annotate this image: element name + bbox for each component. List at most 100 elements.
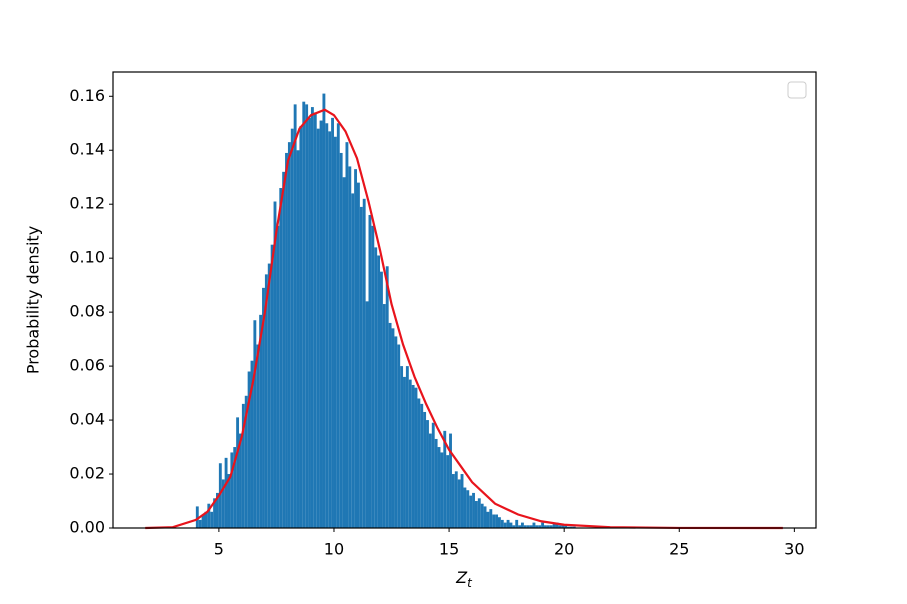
histogram-bar [500, 519, 504, 528]
histogram-bar [521, 522, 524, 528]
histogram-bar [446, 455, 450, 528]
histogram-bar [333, 136, 337, 529]
histogram-bar [526, 525, 530, 528]
histogram-bar [535, 525, 539, 528]
histogram-bar [431, 422, 435, 528]
histogram-bar [270, 244, 274, 528]
histogram-bar [541, 522, 545, 528]
histogram-bar [351, 193, 355, 529]
histogram-bar [204, 511, 208, 528]
histogram-bar [285, 152, 288, 528]
histogram-bar [569, 526, 573, 528]
x-axis-label: Zt [455, 568, 473, 590]
histogram-bar [529, 525, 533, 528]
histogram-bar [572, 526, 576, 528]
histogram-bar [371, 225, 375, 528]
histogram-bar [503, 522, 507, 528]
histogram-bar [339, 152, 343, 528]
x-label-subscript: t [467, 576, 473, 590]
y-tick-label: 0.06 [69, 356, 105, 375]
histogram-bar [299, 125, 303, 528]
histogram-bar [428, 433, 432, 528]
histogram-bar [423, 411, 427, 528]
histogram-bar [391, 328, 395, 528]
histogram-bar [348, 166, 352, 528]
histogram-bar [331, 117, 334, 529]
histogram-bar [216, 492, 219, 528]
histogram-bar [290, 128, 294, 528]
histogram-bar [342, 177, 346, 528]
histogram-bar [201, 514, 205, 528]
histogram-bar [345, 142, 349, 528]
histogram-bar [426, 420, 429, 528]
histogram-bar [224, 457, 228, 528]
histogram-bar [483, 506, 487, 528]
histogram-bar [230, 452, 234, 528]
histogram-bar [567, 526, 570, 528]
histogram-bar [414, 387, 418, 528]
histogram-bar [322, 93, 326, 528]
histogram-bar [244, 395, 248, 528]
histogram-bar [411, 384, 415, 528]
histogram-bar [305, 104, 309, 529]
histogram-bar [253, 320, 257, 528]
histogram-bar [394, 336, 398, 528]
histogram-bar [256, 344, 260, 528]
histogram-bar [198, 519, 202, 528]
histogram-bar [460, 474, 464, 528]
histogram-bar [296, 150, 300, 528]
histogram-bar [267, 263, 271, 528]
histogram-bar [443, 430, 447, 528]
histogram-bar [247, 371, 251, 528]
histogram-bar [336, 123, 340, 529]
histogram-bar [555, 522, 559, 528]
histogram-bar [561, 525, 565, 528]
x-tick-label: 25 [669, 540, 689, 559]
histogram-bar [279, 188, 283, 528]
histogram-bar [377, 255, 381, 528]
histogram-bar [518, 525, 522, 528]
y-tick-label: 0.16 [69, 86, 105, 105]
histogram-bar [408, 379, 412, 528]
histogram-bar [469, 495, 473, 528]
histogram-bar [546, 525, 550, 528]
histogram-bar [388, 322, 392, 528]
histogram-bar [532, 522, 536, 528]
histogram-bar [282, 171, 286, 528]
histogram-bar [405, 366, 409, 528]
histogram-bar [259, 314, 263, 528]
histogram-bar [549, 525, 553, 528]
histogram-bar [293, 104, 297, 529]
histogram-bar [497, 517, 501, 528]
y-tick-label: 0.04 [69, 410, 105, 429]
histogram-bar [495, 514, 498, 528]
x-tick-label: 10 [324, 540, 344, 559]
histogram-bar [359, 206, 363, 528]
histogram-bar [233, 447, 237, 528]
fit-curve [145, 108, 783, 530]
histogram-bar [515, 519, 519, 528]
histogram-bar [354, 169, 358, 528]
histogram-bar [449, 433, 452, 528]
axes-frame [112, 71, 817, 529]
histogram-bar [302, 101, 306, 528]
histogram-bar [250, 360, 254, 528]
histogram-bar [313, 112, 317, 528]
histogram-bar [276, 225, 280, 528]
histogram-bar [207, 503, 211, 528]
histogram-bar [523, 525, 527, 528]
histogram-bar [472, 492, 475, 528]
histogram-bar [463, 487, 467, 528]
x-tick-label: 20 [554, 540, 574, 559]
histogram-bar [506, 519, 510, 528]
histogram-bar [385, 266, 389, 528]
histogram-bar [417, 398, 421, 528]
histogram-bar [434, 438, 438, 528]
histogram-bar [400, 366, 404, 528]
histogram-bar [287, 142, 291, 528]
histogram-bar [328, 131, 332, 528]
histogram-bar [492, 514, 496, 528]
histogram-bar [319, 120, 323, 528]
y-axis-label: Probability density [24, 226, 43, 374]
histogram-bar [236, 417, 240, 528]
